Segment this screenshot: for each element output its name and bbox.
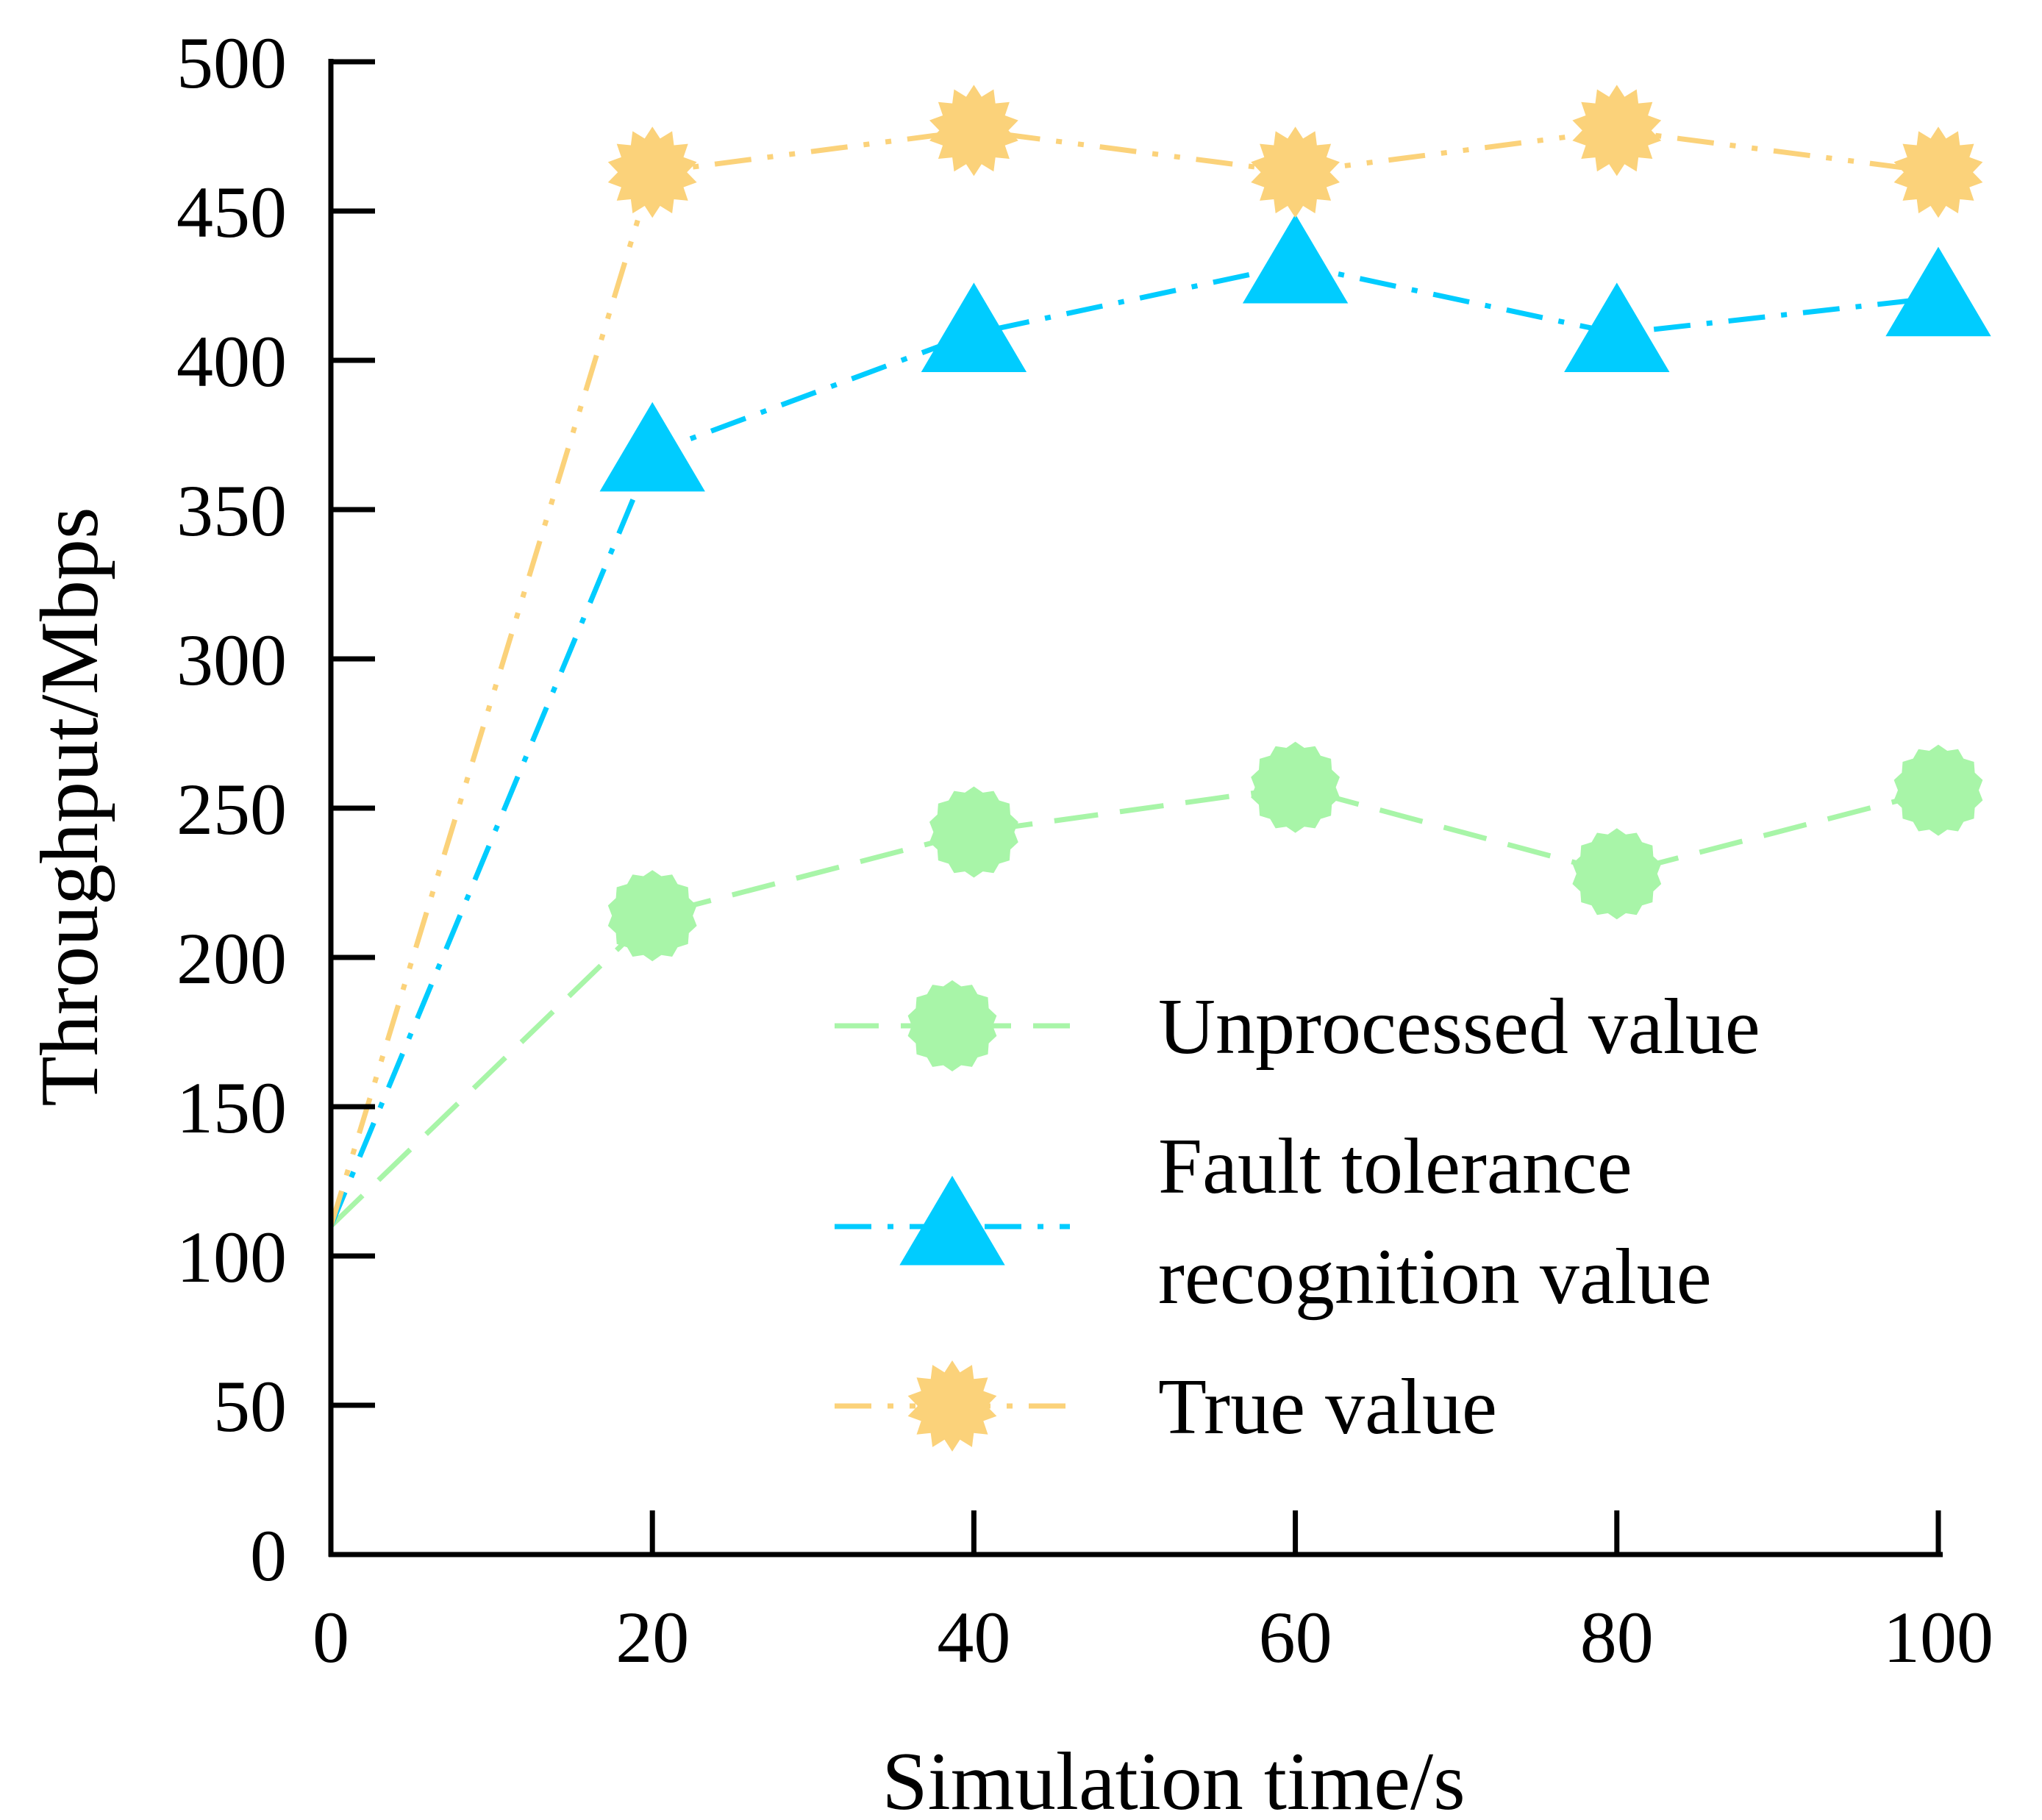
legend-item-fault-tolerance: Fault tolerance recognition value	[835, 1123, 1712, 1321]
legend-label-fault-tolerance-line1: Fault tolerance	[1158, 1123, 1632, 1210]
y-tick-label: 350	[176, 470, 287, 552]
x-tick-label: 0	[313, 1596, 349, 1678]
legend-label-fault-tolerance-line2: recognition value	[1158, 1233, 1712, 1321]
x-axis-title: Simulation time/s	[882, 1736, 1465, 1820]
series-1	[328, 213, 1991, 1227]
y-tick-label: 0	[250, 1515, 287, 1596]
series-0	[329, 741, 1983, 1228]
series-line-0	[329, 785, 1939, 1228]
y-tick-label: 400	[176, 321, 287, 402]
x-tick-label: 20	[615, 1596, 689, 1678]
y-tick-label: 150	[176, 1067, 287, 1149]
legend-item-unprocessed: Unprocessed value	[835, 980, 1760, 1071]
legend-marker-fault-tolerance	[899, 1175, 1005, 1266]
y-tick-label: 100	[176, 1216, 287, 1298]
data-point-s1-4	[1564, 282, 1670, 372]
data-point-s1-2	[921, 282, 1027, 372]
data-point-s0-4	[1572, 828, 1662, 920]
y-tick-label: 500	[176, 22, 287, 104]
data-point-s2-5	[1893, 126, 1983, 218]
legend-marker-shape-2	[907, 1360, 997, 1452]
data-point-s1-1	[599, 402, 705, 492]
data-point-s2-2	[929, 85, 1018, 176]
y-tick-label: 50	[213, 1366, 287, 1447]
series-layer	[328, 85, 1991, 1228]
x-tick-label: 80	[1580, 1596, 1654, 1678]
data-point-s2-1	[607, 126, 697, 218]
x-tick-label: 60	[1259, 1596, 1332, 1678]
series-2	[328, 85, 1983, 1227]
legend-marker-true-value	[907, 1360, 997, 1452]
data-point-s2-3	[1251, 126, 1340, 218]
legend-marker-shape-0	[907, 980, 997, 1071]
legend-marker-unprocessed	[907, 980, 997, 1071]
series-line-1	[328, 262, 1939, 1227]
y-tick-label: 450	[176, 171, 287, 253]
x-tick-label: 40	[937, 1596, 1010, 1678]
y-ticks: 0 50 100 150 200 250 300 350 400 450 500	[176, 22, 375, 1596]
x-tick-label: 100	[1883, 1596, 1993, 1678]
legend-label-unprocessed: Unprocessed value	[1158, 983, 1760, 1071]
data-point-s1-3	[1242, 213, 1349, 304]
data-point-s0-3	[1251, 741, 1340, 833]
series-line-2	[328, 127, 1939, 1227]
data-point-s1-5	[1885, 246, 1991, 337]
legend-item-true-value: True value	[835, 1360, 1497, 1452]
x-ticks: 0 20 40 60 80 100	[313, 1510, 1993, 1678]
data-point-s0-5	[1893, 744, 1983, 836]
y-tick-label: 300	[176, 619, 287, 701]
y-axis-title: Throughput/Mbps	[24, 507, 115, 1106]
data-point-s0-1	[607, 870, 697, 962]
y-tick-label: 250	[176, 768, 287, 850]
y-tick-label: 200	[176, 918, 287, 999]
data-point-s2-4	[1572, 85, 1662, 176]
legend: Unprocessed value Fault tolerance recogn…	[835, 980, 1760, 1452]
data-point-s0-2	[929, 786, 1018, 878]
legend-label-true-value: True value	[1158, 1363, 1497, 1451]
legend-marker-shape-1	[899, 1175, 1005, 1266]
